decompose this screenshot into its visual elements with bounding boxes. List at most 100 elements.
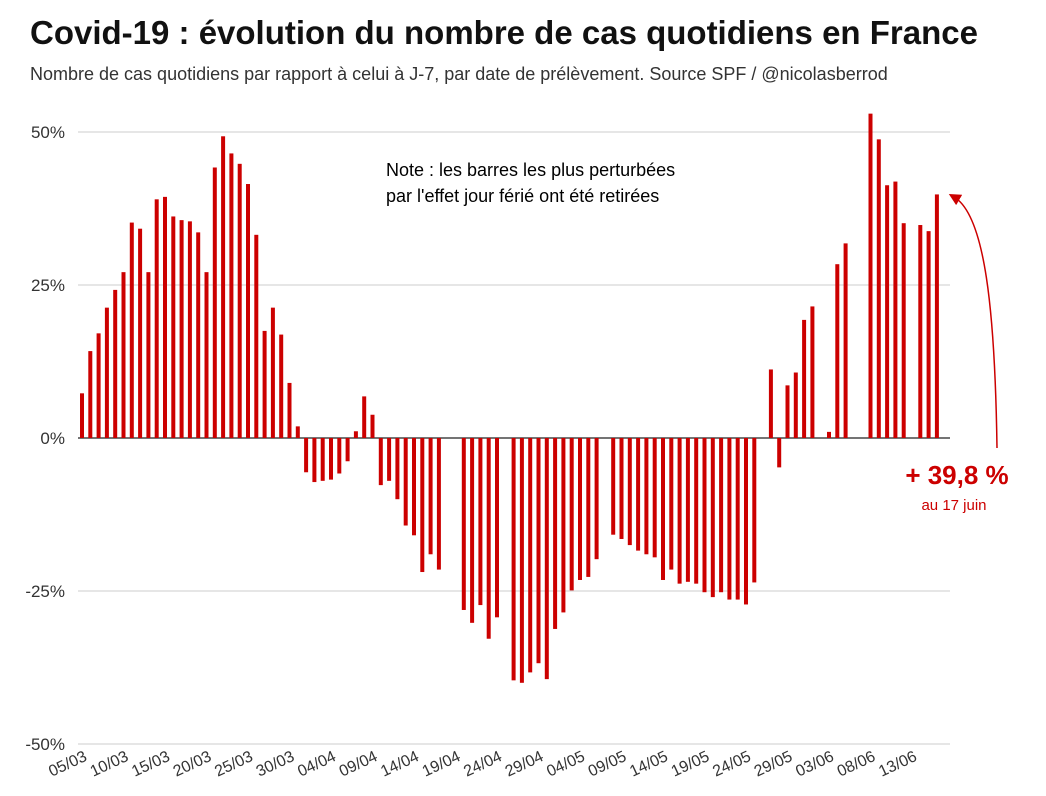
bar: [926, 231, 931, 438]
bar: [694, 438, 699, 584]
bar: [420, 438, 425, 573]
bar: [843, 243, 848, 438]
annotation-arrow: [948, 193, 998, 449]
bar: [702, 438, 707, 593]
bar: [196, 232, 201, 438]
x-tick-label: 09/05: [586, 748, 630, 780]
x-tick-label: 30/03: [254, 748, 298, 780]
y-tick-label: -25%: [25, 582, 65, 601]
y-tick-label: -50%: [25, 735, 65, 754]
bar: [868, 113, 873, 438]
bar: [345, 438, 350, 462]
bar: [752, 438, 757, 583]
x-tick-label: 03/06: [793, 748, 837, 780]
bar: [221, 136, 226, 438]
bar: [246, 184, 250, 438]
bar: [619, 438, 624, 539]
bar: [918, 225, 923, 438]
bar: [403, 438, 408, 526]
annotation-date: au 17 juin: [921, 497, 986, 514]
bar: [254, 234, 259, 438]
bar: [80, 393, 84, 438]
bar: [320, 438, 325, 481]
bar: [627, 438, 632, 546]
bar: [163, 196, 167, 438]
x-tick-label: 04/05: [544, 748, 588, 780]
bar: [138, 228, 143, 438]
bar: [934, 194, 939, 438]
x-tick-label: 20/03: [171, 748, 215, 780]
bar: [486, 438, 491, 639]
bar: [96, 333, 101, 438]
bar: [561, 438, 566, 613]
x-tick-label: 25/03: [212, 748, 256, 780]
bar: [428, 438, 433, 555]
x-tick-label: 04/04: [295, 748, 339, 780]
bar: [104, 307, 109, 438]
x-tick-label: 08/06: [835, 748, 879, 780]
bar: [329, 438, 333, 480]
bar: [171, 216, 176, 438]
bar: [495, 438, 499, 618]
bar-series: [80, 113, 939, 683]
bar: [312, 438, 317, 483]
x-tick-label: 29/04: [503, 748, 547, 780]
bar: [835, 264, 840, 438]
bar: [661, 438, 665, 580]
bar: [536, 438, 541, 664]
bar: [719, 438, 724, 593]
x-tick-label: 09/04: [337, 748, 381, 780]
bar: [785, 385, 790, 438]
x-tick-label: 29/05: [752, 748, 796, 780]
bar: [287, 382, 292, 438]
x-tick-label: 19/04: [420, 748, 464, 780]
bar: [710, 438, 715, 598]
bar: [777, 438, 782, 468]
bar: [768, 369, 773, 438]
bar: [652, 438, 657, 558]
bar: [802, 319, 807, 438]
bar: [735, 438, 740, 600]
y-axis: 50% 25% 0% -25% -50%: [25, 123, 65, 754]
bar: [378, 438, 383, 486]
annotation-value: + 39,8 %: [905, 460, 1008, 490]
bar: [569, 438, 574, 591]
bar: [237, 163, 242, 438]
bar: [295, 426, 300, 438]
x-axis: 05/0310/0315/0320/0325/0330/0304/0409/04…: [46, 748, 920, 780]
bar: [187, 221, 192, 438]
bar: [362, 396, 367, 438]
bar: [727, 438, 732, 600]
bar: [511, 438, 516, 681]
bar: [279, 334, 284, 438]
note-line-2: par l'effet jour férié ont été retirées: [386, 186, 659, 206]
bar: [270, 307, 275, 438]
bar: [387, 438, 392, 481]
x-tick-label: 14/04: [378, 748, 422, 780]
x-tick-label: 13/06: [876, 748, 920, 780]
bar: [478, 438, 483, 606]
bar: [88, 351, 93, 438]
bar: [644, 438, 649, 555]
bar: [553, 438, 558, 629]
bar: [129, 222, 134, 438]
x-tick-label: 14/05: [627, 748, 671, 780]
x-tick-label: 24/04: [461, 748, 505, 780]
bar: [353, 431, 358, 438]
bar: [685, 438, 690, 582]
bar: [370, 414, 375, 438]
bar: [436, 438, 441, 570]
bar: [304, 438, 309, 473]
bar: [204, 272, 209, 438]
bar: [611, 438, 616, 535]
x-tick-label: 19/05: [669, 748, 713, 780]
bar: [212, 167, 217, 438]
bar: [461, 438, 466, 610]
bar: [793, 372, 798, 438]
x-tick-label: 10/03: [88, 748, 132, 780]
bar: [893, 181, 898, 438]
bar: [179, 220, 184, 438]
bar: [262, 330, 267, 438]
y-tick-label: 25%: [31, 276, 65, 295]
chart-title: Covid-19 : évolution du nombre de cas qu…: [30, 14, 978, 51]
